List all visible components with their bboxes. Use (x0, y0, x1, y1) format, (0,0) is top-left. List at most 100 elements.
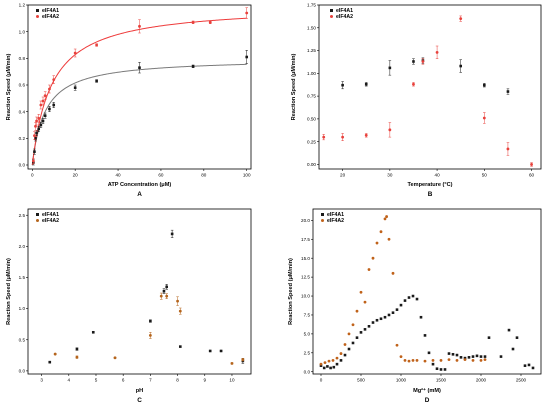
panel-a: 0 20 40 60 80 100 0.0 0.2 0.4 0.6 0.8 1.0 1.2 eIF4A… (6, 3, 252, 198)
legend-label-eif4a2: eIF4A2 (42, 218, 59, 224)
x-tick-label: 30 (387, 173, 393, 178)
data-point-eif4a2 (415, 358, 419, 362)
y-tick-label: 0.2 (19, 136, 26, 141)
data-point-eif4a1 (33, 150, 36, 153)
data-point-eif4a1 (165, 285, 168, 289)
data-point-eif4a2 (241, 358, 245, 362)
data-point-eif4a2 (367, 268, 371, 271)
y-tick-label: 1.0 (19, 306, 26, 311)
y-tick-label: 1.00 (307, 71, 316, 76)
x-tick-label: 60 (158, 173, 164, 178)
x-tick-label: 2000 (476, 378, 487, 383)
y-tick-label: 0.00 (307, 162, 316, 167)
y-tick-label: 10.0 (301, 294, 310, 299)
x-tick-label: 5 (95, 378, 98, 383)
data-point-eif4a1 (399, 303, 403, 307)
plot-area (26, 214, 245, 376)
data-point-eif4a2 (387, 237, 391, 241)
data-point-eif4a2 (383, 217, 387, 221)
x-tick-labels: 3 4 5 6 7 8 9 10 (40, 378, 235, 383)
data-point-eif4a2 (375, 241, 379, 245)
y-axis-label: Reaction Speed (μM/min) (6, 258, 12, 325)
legend-marker-eif4a1 (330, 9, 333, 12)
data-point-eif4a1 (527, 363, 531, 367)
data-point-eif4a2 (412, 82, 415, 86)
x-axis-label: Mg²⁺ (mM) (413, 387, 441, 394)
x-tick-label: 500 (357, 378, 365, 383)
y-tick-label: 0.6 (19, 83, 26, 88)
fit-curve-eif4a1 (31, 63, 247, 166)
x-tick-label: 80 (201, 173, 207, 178)
x-tick-label: 10 (229, 378, 235, 383)
data-point-eif4a2 (423, 359, 427, 363)
data-point-eif4a2 (479, 358, 483, 362)
data-point-eif4a1 (138, 66, 141, 69)
data-point-eif4a2 (421, 60, 425, 63)
data-point-eif4a1 (415, 297, 419, 301)
data-point-eif4a2 (43, 94, 47, 98)
data-point-eif4a2 (359, 290, 363, 294)
y-tick-label: 1.75 (307, 3, 316, 8)
data-point-eif4a2 (53, 352, 57, 356)
data-point-eif4a2 (463, 358, 467, 362)
legend-label-eif4a2: eIF4A2 (336, 14, 353, 20)
y-tick-label: 1.0 (19, 29, 26, 34)
x-tick-label: 8 (176, 378, 179, 383)
data-point-eif4a1 (435, 367, 439, 371)
data-point-eif4a1 (523, 364, 527, 367)
data-point-eif4a1 (403, 299, 407, 302)
axes-frame (27, 208, 252, 375)
data-point-eif4a1 (332, 365, 336, 369)
data-point-eif4a2 (178, 309, 182, 313)
x-tick-label: 2500 (516, 378, 527, 383)
legend-marker-eif4a1 (321, 213, 324, 216)
data-point-eif4a1 (471, 355, 475, 358)
axes-frame (318, 4, 542, 170)
data-point-eif4a1 (170, 232, 174, 236)
data-point-eif4a1 (387, 313, 391, 317)
data-point-eif4a2 (363, 300, 367, 304)
data-point-eif4a2 (35, 119, 38, 123)
x-tick-label: 60 (529, 173, 535, 178)
x-tick-label: 40 (115, 173, 121, 178)
data-point-eif4a1 (383, 315, 387, 319)
x-tick-label: 6 (122, 378, 125, 383)
data-point-eif4a2 (339, 352, 343, 355)
data-point-eif4a2 (455, 358, 459, 362)
data-point-eif4a1 (149, 319, 152, 323)
y-tick-label: 0.8 (19, 56, 26, 61)
y-tick-label: 7.5 (304, 313, 311, 318)
data-point-eif4a1 (439, 368, 443, 371)
data-point-eif4a2 (391, 271, 395, 275)
data-point-eif4a2 (39, 103, 43, 107)
y-tick-label: 2.0 (19, 244, 26, 249)
plot-area (317, 4, 533, 171)
data-point-eif4a1 (443, 368, 447, 371)
data-point-eif4a2 (41, 99, 45, 103)
data-point-eif4a2 (33, 134, 36, 138)
x-tick-label: 20 (73, 173, 79, 178)
y-tick-label: 0.50 (307, 116, 316, 121)
data-point-eif4a2 (506, 147, 510, 151)
data-point-eif4a2 (347, 332, 351, 336)
data-point-eif4a1 (39, 123, 43, 127)
legend-marker-eif4a2 (36, 219, 39, 222)
y-axis-label: Reaction Speed (μM/min) (291, 53, 297, 120)
data-point-eif4a2 (431, 358, 435, 362)
data-point-eif4a2 (245, 11, 249, 15)
data-point-eif4a2 (327, 359, 331, 363)
y-tick-labels: 0.0 2.5 5.0 7.5 10.0 12.5 15.0 17.5 20.0 (301, 218, 310, 374)
panel-label: C (137, 397, 142, 404)
data-point-eif4a1 (335, 362, 339, 366)
data-point-eif4a2 (447, 358, 451, 362)
y-tick-labels: 0.0 0.5 1.0 1.5 2.0 2.5 (19, 213, 26, 374)
data-point-eif4a2 (113, 356, 117, 360)
y-tick-label: 2.5 (19, 213, 26, 218)
y-tick-label: 0.25 (307, 139, 316, 144)
data-point-eif4a2 (411, 358, 415, 362)
data-point-eif4a1 (339, 359, 343, 362)
data-point-eif4a2 (388, 128, 392, 132)
legend-marker-eif4a2 (36, 15, 39, 18)
x-axis-label: pH (136, 388, 143, 394)
